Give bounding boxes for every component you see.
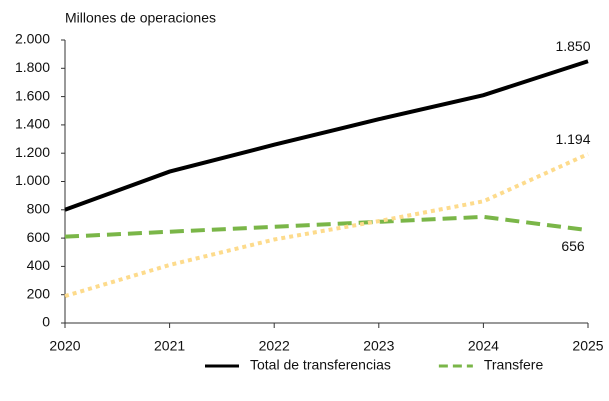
y-tick-label: 1.200 bbox=[15, 144, 50, 160]
x-tick-label: 2023 bbox=[363, 338, 394, 354]
y-tick-label: 0 bbox=[42, 314, 50, 330]
x-tick-label: 2024 bbox=[468, 338, 499, 354]
x-tick-label: 2020 bbox=[49, 338, 80, 354]
legend-label: Total de transferencias bbox=[250, 357, 391, 373]
line-series bbox=[64, 214, 589, 239]
y-tick-label: 1.600 bbox=[15, 87, 50, 103]
y-tick-label: 1.000 bbox=[15, 172, 50, 188]
data-label: 1.850 bbox=[555, 38, 590, 54]
x-tick-label: 2022 bbox=[259, 338, 290, 354]
y-tick-label: 200 bbox=[27, 285, 51, 301]
line-series bbox=[64, 152, 589, 299]
x-tick-label: 2025 bbox=[572, 338, 603, 354]
x-tick-label: 2021 bbox=[154, 338, 185, 354]
legend-label: Transfere bbox=[484, 357, 544, 373]
y-tick-label: 400 bbox=[27, 257, 51, 273]
y-tick-label: 600 bbox=[27, 229, 51, 245]
y-tick-label: 800 bbox=[27, 201, 51, 217]
y-tick-label: 1.400 bbox=[15, 116, 50, 132]
data-label: 656 bbox=[561, 238, 585, 254]
y-tick-label: 1.800 bbox=[15, 59, 50, 75]
y-tick-label: 2.000 bbox=[15, 31, 50, 47]
data-label: 1.194 bbox=[555, 131, 590, 147]
line-series bbox=[64, 59, 589, 212]
y-axis-title: Millones de operaciones bbox=[65, 10, 216, 26]
